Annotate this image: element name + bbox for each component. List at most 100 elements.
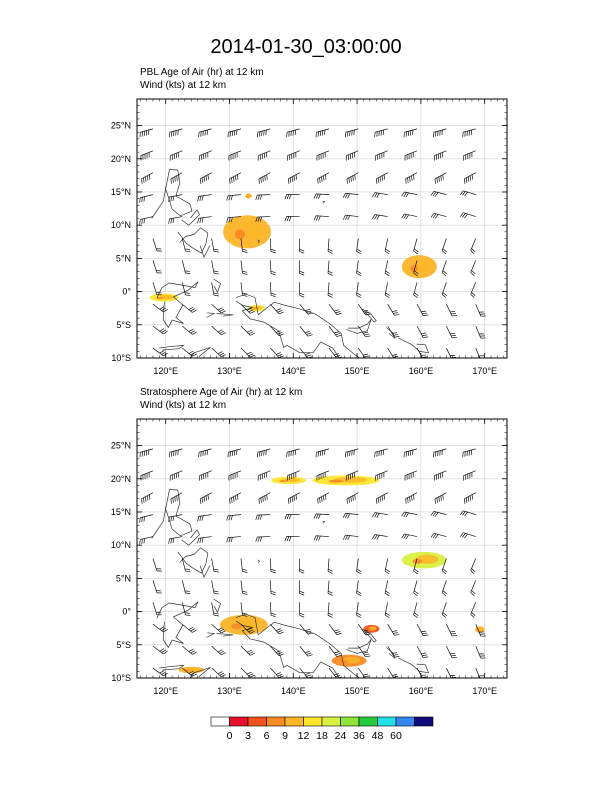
- wind-barb: [358, 347, 371, 358]
- wind-barb: [299, 623, 313, 635]
- wind-barb: [286, 128, 300, 138]
- wind-barb: [372, 534, 388, 540]
- x-tick-label: 170°E: [472, 366, 497, 376]
- y-tick-label: 10°S: [111, 673, 131, 683]
- wind-barb: [401, 511, 418, 518]
- coastline: [206, 632, 216, 638]
- colorbar-box: [358, 716, 378, 727]
- wind-barb: [384, 260, 390, 277]
- wind-barb: [269, 282, 276, 298]
- wind-barb: [199, 470, 212, 481]
- colorbar-label: 36: [353, 730, 365, 742]
- wind-barb: [258, 492, 271, 504]
- wind-barb: [432, 128, 447, 138]
- panel-2-subtitle: Wind (kts) at 12 km: [140, 400, 226, 411]
- wind-barb: [181, 260, 191, 274]
- wind-barb: [317, 172, 330, 184]
- wind-barb: [401, 191, 418, 198]
- wind-barb: [211, 282, 219, 297]
- coastline: [199, 245, 211, 259]
- wind-barb: [197, 194, 212, 202]
- wind-barb: [328, 303, 342, 315]
- wind-barb: [270, 325, 284, 337]
- wind-barb: [287, 150, 300, 161]
- y-tick-label: 5°N: [116, 253, 131, 263]
- age-region-peak: [328, 479, 344, 483]
- wind-barb: [416, 325, 429, 338]
- wind-barb: [313, 535, 330, 541]
- wind-barb: [387, 667, 400, 678]
- wind-barb: [240, 347, 255, 358]
- wind-barb: [228, 470, 242, 481]
- coastline: [346, 319, 372, 334]
- wind-barb: [384, 558, 390, 575]
- wind-barb: [459, 532, 476, 539]
- y-tick-label: 20°N: [111, 154, 131, 164]
- wind-barb: [344, 128, 359, 138]
- wind-barb: [327, 558, 333, 574]
- wind-barb: [327, 602, 333, 618]
- wind-barb: [405, 492, 418, 504]
- x-tick-label: 160°E: [409, 366, 434, 376]
- coastline: [257, 559, 260, 564]
- wind-barb: [139, 128, 154, 138]
- wind-barb: [327, 282, 333, 298]
- wind-barb: [211, 667, 226, 678]
- wind-barb: [226, 194, 242, 201]
- colorbar-label: 0: [227, 730, 233, 742]
- wind-barb: [140, 470, 154, 481]
- colorbar-label: 24: [335, 730, 347, 742]
- wind-barb: [358, 325, 371, 338]
- wind-barb: [387, 347, 400, 358]
- wind-barb: [240, 645, 255, 656]
- wind-barb: [240, 623, 255, 634]
- wind-barb: [430, 532, 447, 539]
- wind-barb: [269, 238, 276, 254]
- wind-barb: [240, 260, 248, 275]
- panel-2-title: Stratosphere Age of Air (hr) at 12 km: [140, 387, 302, 398]
- wind-barb: [228, 150, 242, 161]
- coastline: [216, 313, 234, 317]
- wind-barb: [384, 580, 390, 597]
- wind-barb: [430, 212, 447, 219]
- wind-barb: [475, 325, 486, 339]
- y-tick-label: 0°: [122, 287, 131, 297]
- wind-barb: [284, 216, 300, 222]
- wind-barb: [168, 536, 183, 544]
- x-tick-label: 150°E: [345, 686, 370, 696]
- wind-barb: [470, 580, 477, 597]
- y-tick-label: 10°S: [111, 353, 131, 363]
- wind-barb: [413, 602, 419, 619]
- wind-barb: [403, 128, 418, 138]
- wind-barb: [141, 172, 154, 184]
- wind-barb: [475, 624, 486, 637]
- colorbar-label: 3: [245, 730, 251, 742]
- wind-barb: [299, 347, 313, 358]
- wind-barb: [327, 238, 333, 254]
- wind-barb: [462, 448, 476, 458]
- wind-barb: [168, 216, 183, 224]
- wind-barb: [152, 347, 168, 357]
- wind-barb: [433, 150, 447, 161]
- colorbar-box: [321, 716, 341, 727]
- wind-barb: [384, 602, 390, 619]
- wind-barb: [299, 558, 305, 574]
- wind-barb: [287, 470, 300, 481]
- wind-barb: [139, 194, 154, 203]
- wind-barb: [182, 645, 197, 655]
- wind-barb: [313, 513, 330, 519]
- wind-barb: [441, 282, 447, 299]
- wind-barb: [356, 580, 362, 596]
- colorbar-box: [377, 716, 397, 727]
- wind-barb: [459, 190, 476, 197]
- y-tick-label: 5°S: [116, 320, 131, 330]
- wind-barb: [299, 238, 305, 254]
- coastline: [386, 647, 396, 660]
- wind-barb: [226, 216, 242, 223]
- coastline: [322, 520, 326, 524]
- wind-barb: [197, 514, 212, 522]
- wind-barb: [413, 558, 419, 575]
- wind-barb: [269, 602, 276, 618]
- wind-barb: [446, 325, 458, 339]
- x-tick-label: 120°E: [153, 366, 178, 376]
